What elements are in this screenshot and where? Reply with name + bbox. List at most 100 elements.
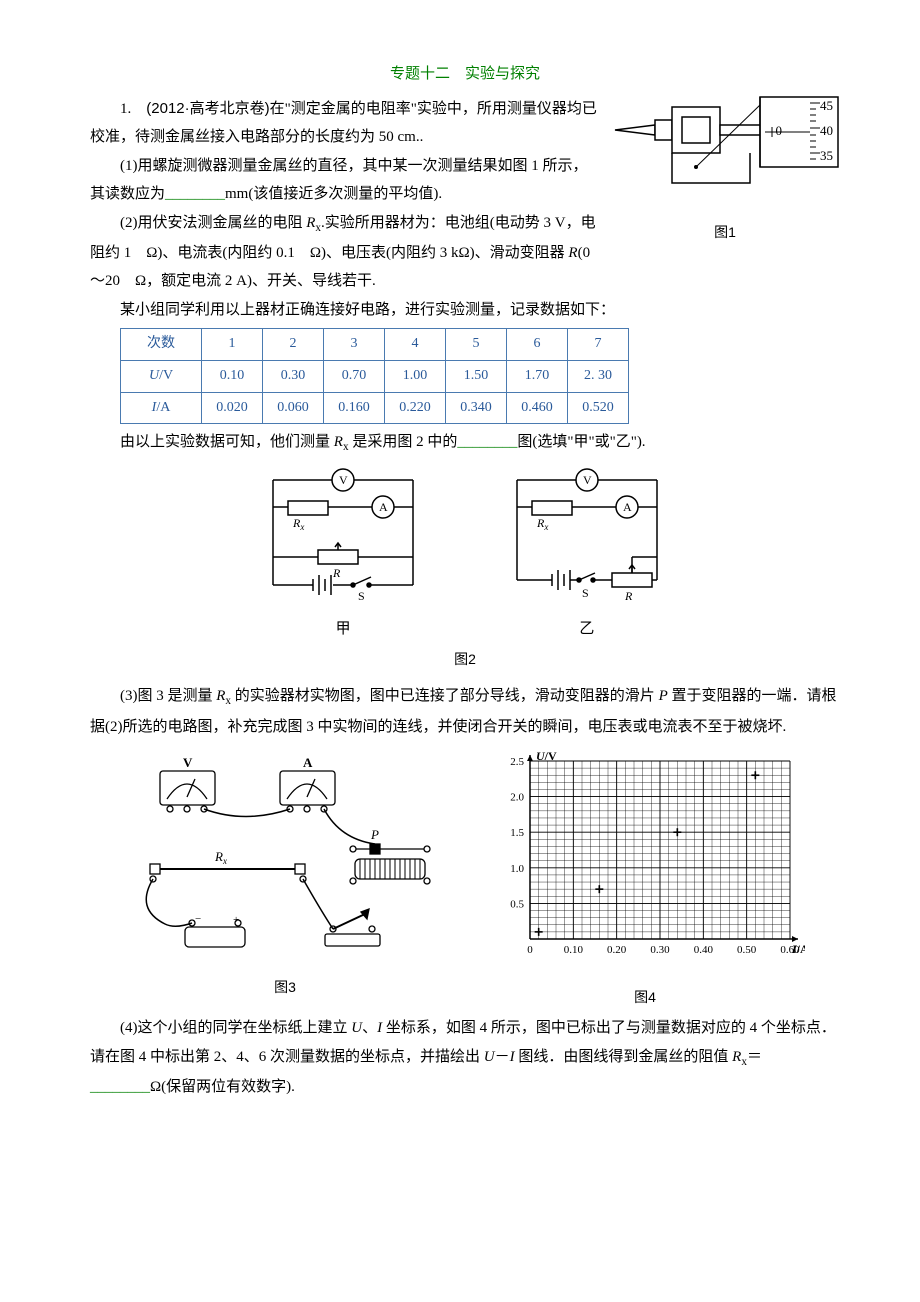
p4-c: 图(选填"甲"或"乙").	[517, 434, 645, 450]
r-symbol: R	[568, 245, 577, 261]
svg-text:0.40: 0.40	[694, 944, 714, 956]
svg-text:V: V	[183, 755, 193, 770]
table-cell: 1	[202, 329, 263, 361]
table-cell: 1.50	[446, 360, 507, 392]
table-cell: 0.340	[446, 392, 507, 424]
table-cell: 2	[263, 329, 324, 361]
ui-chart: 00.100.200.300.400.500.600.51.01.52.02.5…	[485, 749, 805, 969]
svg-text:2.5: 2.5	[510, 756, 524, 768]
table-cell: 5	[446, 329, 507, 361]
table-cell: 1.70	[507, 360, 568, 392]
q1-number: 1.	[120, 101, 146, 117]
table-cell: 3	[324, 329, 385, 361]
table-cell: 0.020	[202, 392, 263, 424]
svg-text:A: A	[303, 755, 313, 770]
blank-3[interactable]: ________	[90, 1079, 150, 1095]
eq: ＝	[747, 1049, 762, 1065]
table-cell: 7	[568, 329, 629, 361]
table-cell: 6	[507, 329, 568, 361]
figures-3-4-row: V A Rx P − + 图3 00.100.200.300.400.500.6…	[90, 749, 840, 1010]
svg-text:R: R	[332, 566, 341, 580]
circuit-row: V A Rx R S 甲	[90, 465, 840, 644]
table-cell: 1.00	[385, 360, 446, 392]
svg-text:−: −	[195, 913, 201, 925]
svg-text:U/V: U/V	[536, 749, 557, 763]
table-cell: 0.060	[263, 392, 324, 424]
svg-text:0.5: 0.5	[510, 898, 524, 910]
svg-text:V: V	[583, 473, 592, 487]
svg-text:1.5: 1.5	[510, 827, 524, 839]
svg-text:P: P	[370, 827, 379, 842]
p4-b: 是采用图 2 中的	[349, 434, 458, 450]
table-cell: 2. 30	[568, 360, 629, 392]
table-cell: 0.70	[324, 360, 385, 392]
svg-text:A: A	[623, 500, 632, 514]
svg-text:Rx: Rx	[536, 516, 548, 532]
u-symbol-2: U	[484, 1049, 495, 1065]
data-table: 次数1234567 U/V0.100.300.701.001.501.702. 3…	[120, 328, 629, 424]
u-symbol: U	[351, 1020, 362, 1036]
table-cell: 0.160	[324, 392, 385, 424]
p3: 某小组同学利用以上器材正确连接好电路，进行实验测量，记录数据如下：	[90, 296, 840, 325]
figure-1: 45 40 35 0 图1	[610, 95, 840, 246]
figure-1-label: 图1	[610, 219, 840, 246]
table-cell: 0.30	[263, 360, 324, 392]
svg-text:Rx: Rx	[292, 516, 304, 532]
table-cell: 0.10	[202, 360, 263, 392]
svg-text:V: V	[339, 473, 348, 487]
svg-text:1.0: 1.0	[510, 863, 524, 875]
p-symbol: P	[659, 688, 668, 704]
p4: 由以上实验数据可知，他们测量 Rx 是采用图 2 中的________图(选填"…	[90, 428, 840, 458]
svg-text:45: 45	[820, 98, 833, 113]
svg-text:0.30: 0.30	[650, 944, 670, 956]
rx-symbol-4: R	[732, 1049, 741, 1065]
rx-symbol-2: R	[334, 434, 343, 450]
p5: (3)图 3 是测量 Rx 的实验器材实物图，图中已连接了部分导线，滑动变阻器的…	[90, 682, 840, 741]
table-cell: 0.460	[507, 392, 568, 424]
svg-text:S: S	[582, 586, 589, 600]
svg-text:Rx: Rx	[214, 849, 227, 866]
p6-c: 图线．由图线得到金属丝的阻值	[515, 1049, 733, 1065]
figure-3-label: 图3	[125, 974, 445, 1001]
svg-text:+: +	[233, 914, 239, 926]
svg-text:2.0: 2.0	[510, 792, 524, 804]
figure-3: V A Rx P − + 图3	[125, 749, 445, 1010]
figure-4: 00.100.200.300.400.500.600.51.01.52.02.5…	[485, 749, 805, 1010]
table-cell: 4	[385, 329, 446, 361]
p5-b: 的实验器材实物图，图中已连接了部分导线，滑动变阻器的滑片	[231, 688, 659, 704]
p2-a: (2)用伏安法测金属丝的电阻	[120, 215, 306, 231]
svg-text:0.20: 0.20	[607, 944, 627, 956]
svg-text:40: 40	[820, 123, 833, 138]
table-cell: 次数	[121, 329, 202, 361]
p4-a: 由以上实验数据可知，他们测量	[120, 434, 334, 450]
sep: 、	[362, 1020, 377, 1036]
page-title: 专题十二 实验与探究	[90, 60, 840, 89]
figure-4-label: 图4	[485, 984, 805, 1011]
label-yi: 乙	[497, 615, 677, 644]
svg-text:35: 35	[820, 148, 833, 163]
table-cell: U/V	[121, 360, 202, 392]
table-cell: 0.520	[568, 392, 629, 424]
svg-text:0: 0	[527, 944, 533, 956]
q1-source: (2012·高考北京卷)	[146, 100, 269, 117]
circuit-jia: V A Rx R S 甲	[253, 465, 433, 644]
dash: －	[495, 1049, 510, 1065]
svg-text:R: R	[624, 589, 633, 603]
figure-2-label: 图2	[90, 646, 840, 673]
svg-text:0: 0	[776, 123, 783, 138]
label-jia: 甲	[253, 615, 433, 644]
svg-text:S: S	[358, 589, 365, 603]
table-cell: I/A	[121, 392, 202, 424]
svg-text:A: A	[379, 500, 388, 514]
p6: (4)这个小组的同学在坐标纸上建立 U、I 坐标系，如图 4 所示，图中已标出了…	[90, 1014, 840, 1101]
blank-2[interactable]: ________	[457, 434, 517, 450]
p1-b: mm(该值接近多次测量的平均值).	[225, 186, 442, 202]
blank-1[interactable]: ________	[165, 186, 225, 202]
question-1-block: 45 40 35 0 图1 1. (2012·高考北京	[90, 95, 840, 296]
p6-a: (4)这个小组的同学在坐标纸上建立	[120, 1020, 351, 1036]
circuit-yi: V A Rx R S 乙	[497, 465, 677, 644]
table-cell: 0.220	[385, 392, 446, 424]
svg-text:0.50: 0.50	[737, 944, 757, 956]
p5-a: (3)图 3 是测量	[120, 688, 216, 704]
p6-d: Ω(保留两位有效数字).	[150, 1079, 295, 1095]
